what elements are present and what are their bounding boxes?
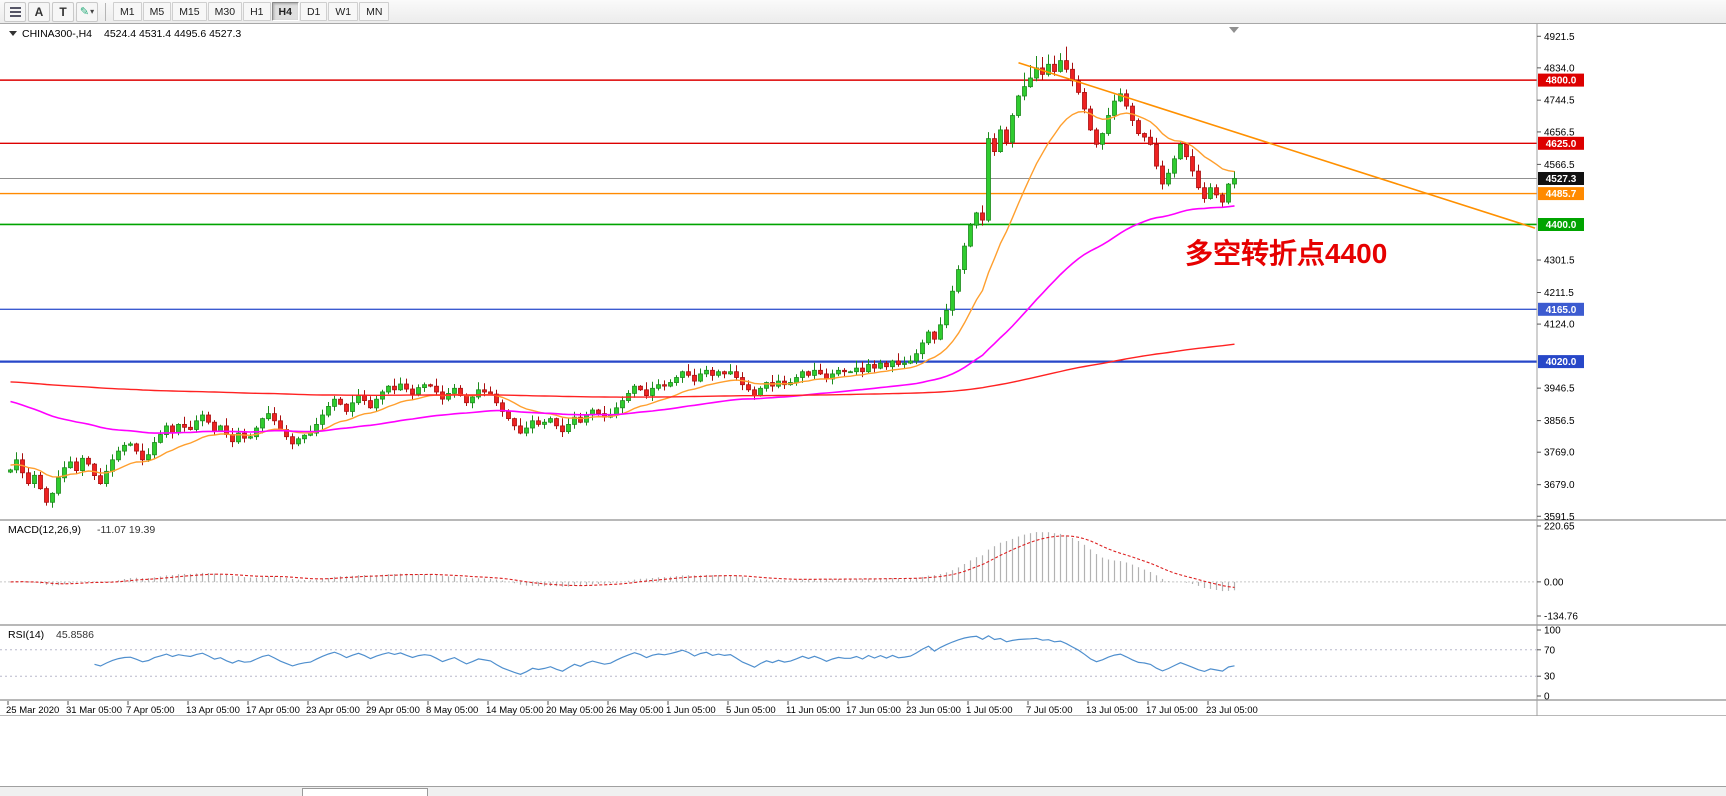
price-level-badge [1538, 172, 1584, 185]
svg-text:3856.5: 3856.5 [1544, 416, 1575, 427]
svg-text:26 May 05:00: 26 May 05:00 [606, 705, 664, 716]
panels-layer [0, 24, 1726, 716]
svg-text:0.00: 0.00 [1544, 577, 1564, 588]
chart-tab[interactable] [302, 788, 428, 796]
toolbar: A T ✎ ▾ M1 M5 M15 M30 H1 H4 D1 W1 MN [0, 0, 1726, 24]
macd-indicator-label: MACD(12,26,9) [8, 524, 81, 536]
toolbar-separator [105, 2, 106, 21]
pencil-icon: ✎ [79, 5, 90, 18]
svg-text:4020.0: 4020.0 [1546, 357, 1577, 368]
svg-text:3769.0: 3769.0 [1544, 448, 1575, 459]
candles-layer [8, 46, 1237, 508]
timeframe-buttons: M1 M5 M15 M30 H1 H4 D1 W1 MN [113, 2, 390, 21]
svg-text:23 Jun 05:00: 23 Jun 05:00 [906, 705, 961, 716]
svg-text:4744.5: 4744.5 [1544, 96, 1575, 107]
levels-layer[interactable] [0, 79, 1537, 363]
chart-tabs-bar [0, 786, 1726, 796]
svg-text:220.65: 220.65 [1544, 522, 1575, 533]
svg-text:1 Jul 05:00: 1 Jul 05:00 [966, 705, 1012, 716]
rsi-layer [0, 635, 1537, 677]
svg-text:4211.5: 4211.5 [1544, 288, 1574, 299]
svg-text:70: 70 [1544, 645, 1556, 656]
svg-text:0: 0 [1544, 692, 1550, 703]
chart-annotation[interactable]: 多空转折点4400 [1185, 237, 1387, 269]
svg-text:4921.5: 4921.5 [1544, 32, 1575, 43]
svg-text:100: 100 [1544, 626, 1561, 637]
svg-text:-134.76: -134.76 [1544, 612, 1578, 623]
timeframe-button-h4[interactable]: H4 [271, 2, 299, 21]
timeframe-button-d1[interactable]: D1 [299, 2, 328, 21]
badges-layer[interactable]: 4800.0 4625.0 4527.3 4485.7 4400.0 4165.0 4020… [1538, 73, 1584, 369]
timeframe-button-w1[interactable]: W1 [328, 2, 359, 21]
svg-text:17 Jul 05:00: 17 Jul 05:00 [1146, 705, 1198, 716]
svg-text:25 Mar 2020: 25 Mar 2020 [6, 705, 59, 716]
svg-text:17 Apr 05:00: 17 Apr 05:00 [246, 705, 300, 716]
type-tool-button[interactable]: T [52, 1, 74, 22]
chart-symbol-period: CHINA300-,H4 [22, 28, 92, 40]
svg-text:4625.0: 4625.0 [1546, 139, 1577, 150]
svg-text:4301.5: 4301.5 [1544, 256, 1575, 267]
svg-text:7 Jul 05:00: 7 Jul 05:00 [1026, 705, 1072, 716]
svg-text:11 Jun 05:00: 11 Jun 05:00 [786, 705, 840, 716]
timeframe-button-h1[interactable]: H1 [243, 2, 271, 21]
svg-text:29 Apr 05:00: 29 Apr 05:00 [366, 705, 420, 716]
macd-indicator-values: -11.07 19.39 [97, 524, 155, 536]
chart-canvas[interactable]: 4921.5 4834.0 4744.5 4656.5 4566.5 4301.5 4211… [0, 24, 1726, 786]
timeframe-button-m30[interactable]: M30 [207, 2, 243, 21]
svg-text:3946.5: 3946.5 [1544, 384, 1575, 395]
drawing-tools-button[interactable]: ✎ ▾ [76, 1, 98, 22]
svg-text:4400.0: 4400.0 [1546, 220, 1577, 231]
svg-text:23 Jul 05:00: 23 Jul 05:00 [1206, 705, 1258, 716]
trend-layer[interactable] [1018, 62, 1536, 229]
svg-text:23 Apr 05:00: 23 Apr 05:00 [306, 705, 360, 716]
svg-text:7 Apr 05:00: 7 Apr 05:00 [126, 705, 175, 716]
timeframe-button-mn[interactable]: MN [359, 2, 390, 21]
svg-text:17 Jun 05:00: 17 Jun 05:00 [846, 705, 901, 716]
svg-text:4485.7: 4485.7 [1546, 189, 1577, 200]
svg-text:13 Apr 05:00: 13 Apr 05:00 [186, 705, 240, 716]
svg-text:3591.5: 3591.5 [1544, 512, 1575, 523]
svg-text:5 Jun 05:00: 5 Jun 05:00 [726, 705, 776, 716]
svg-text:4527.3: 4527.3 [1546, 174, 1577, 185]
svg-text:3679.0: 3679.0 [1544, 480, 1575, 491]
bar-chart-icon [9, 6, 21, 17]
timeframe-button-m5[interactable]: M5 [142, 2, 172, 21]
svg-text:4566.5: 4566.5 [1544, 160, 1575, 171]
timeframe-button-m1[interactable]: M1 [113, 2, 142, 21]
price-level-badge [1538, 218, 1584, 231]
macd-layer [0, 532, 1537, 592]
svg-text:13 Jul 05:00: 13 Jul 05:00 [1086, 705, 1138, 716]
svg-text:4656.5: 4656.5 [1544, 127, 1575, 138]
svg-text:4165.0: 4165.0 [1546, 305, 1577, 316]
mas-layer [10, 110, 1235, 478]
svg-text:31 Mar 05:00: 31 Mar 05:00 [66, 705, 122, 716]
svg-text:4800.0: 4800.0 [1546, 76, 1577, 87]
svg-text:30: 30 [1544, 672, 1556, 683]
timeframe-button-m15[interactable]: M15 [172, 2, 207, 21]
price-level-badge [1538, 136, 1584, 150]
chevron-down-icon: ▾ [90, 7, 95, 16]
svg-text:14 May 05:00: 14 May 05:00 [486, 705, 544, 716]
svg-text:1 Jun 05:00: 1 Jun 05:00 [666, 705, 716, 716]
price-level-badge [1538, 187, 1584, 201]
axes-layer: 4921.5 4834.0 4744.5 4656.5 4566.5 4301.5 4211… [6, 27, 1578, 716]
rsi-indicator-label: RSI(14) [8, 629, 44, 641]
svg-text:8 May 05:00: 8 May 05:00 [426, 705, 478, 716]
chart-background [0, 24, 1726, 786]
generated-chart-layers: 4921.5 4834.0 4744.5 4656.5 4566.5 4301.5 4211… [0, 24, 1726, 716]
charts-list-button[interactable] [4, 1, 26, 22]
svg-text:20 May 05:00: 20 May 05:00 [546, 705, 604, 716]
collapse-chart-icon[interactable] [9, 31, 17, 36]
chart-shift-marker-icon[interactable] [1229, 27, 1239, 33]
price-level-badge [1538, 73, 1584, 87]
svg-text:4834.0: 4834.0 [1544, 63, 1575, 74]
svg-text:4124.0: 4124.0 [1544, 320, 1575, 331]
price-level-badge [1538, 302, 1584, 316]
chart-ohlc-values: 4524.4 4531.4 4495.6 4527.3 [104, 28, 241, 40]
text-tool-button[interactable]: A [28, 1, 50, 22]
rsi-indicator-value: 45.8586 [56, 629, 94, 641]
price-level-badge [1538, 355, 1584, 369]
